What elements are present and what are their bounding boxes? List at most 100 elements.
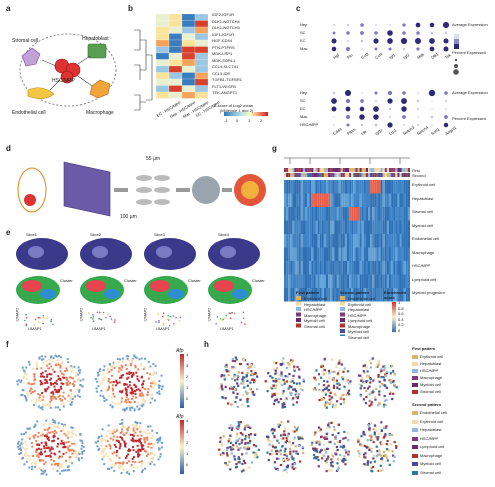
afp-spot	[62, 469, 65, 472]
enrichment-cell	[355, 274, 358, 288]
pattern-spot	[281, 406, 284, 409]
enrichment-cell	[292, 247, 295, 261]
pair-label: HGF-CD44	[212, 38, 233, 43]
afp-spot	[108, 378, 111, 381]
afp-spot	[55, 397, 58, 400]
pattern-spot	[390, 433, 394, 437]
afp-spot	[117, 403, 120, 406]
label-hepatoblast: Hepatoblast	[82, 36, 109, 42]
afp-spot	[77, 373, 80, 376]
first-track-cell	[405, 168, 408, 172]
afp-spot	[37, 393, 40, 396]
enrichment-cell	[330, 234, 333, 248]
enrichment-cell	[359, 274, 362, 288]
pattern-spot	[301, 388, 304, 392]
score-tick: 0.4	[398, 316, 404, 322]
pattern-spot	[339, 402, 342, 406]
pattern-spot	[227, 440, 230, 443]
pattern-spot	[337, 362, 340, 365]
enrichment-cell	[351, 247, 354, 261]
pattern-spot	[325, 406, 328, 409]
pattern-spot	[236, 378, 239, 381]
afp-spot	[42, 361, 45, 364]
pattern-spot	[294, 389, 298, 393]
afp-spot	[21, 438, 24, 441]
pattern-spot	[274, 372, 277, 375]
afp-spot	[48, 426, 51, 429]
panel-e	[14, 232, 268, 332]
second-track-cell	[368, 173, 371, 177]
afp-spot	[134, 390, 137, 393]
enrichment-cell	[405, 234, 408, 248]
pattern-spot	[346, 431, 349, 434]
pattern-spot	[321, 454, 324, 457]
pattern-spot	[272, 361, 276, 364]
afp-spot	[27, 394, 30, 397]
enrichment-cell	[332, 207, 335, 221]
pattern-spot	[281, 383, 284, 387]
pattern-spot	[366, 387, 370, 390]
afp-spot	[57, 427, 60, 430]
umap-point	[88, 312, 90, 314]
afp-spot	[59, 385, 62, 388]
afp-spot	[158, 390, 161, 393]
afp-spot	[33, 403, 36, 406]
enrichment-cell	[313, 180, 316, 194]
pattern-spot	[285, 380, 289, 383]
afp-spot	[138, 440, 141, 443]
afp-spot	[65, 376, 68, 379]
pair-label: MDK-LRP1	[212, 51, 233, 56]
afp-spot	[78, 371, 81, 374]
afp-spot	[42, 468, 45, 471]
afp-tick-top: 1	[186, 385, 189, 390]
afp-spot	[24, 455, 27, 458]
afp-spot	[71, 431, 74, 434]
pattern-spot	[290, 443, 293, 446]
enrichment-cell	[347, 207, 350, 221]
enrichment-cell	[399, 220, 402, 234]
afp-spot	[114, 463, 117, 466]
pattern-spot	[331, 460, 334, 464]
pattern-spot	[250, 461, 254, 464]
pattern-spot	[235, 439, 238, 442]
afp-spot	[124, 387, 127, 390]
afp-spot	[68, 458, 71, 461]
afp-spot	[21, 443, 24, 446]
afp-spot	[140, 442, 143, 445]
afp-spot	[133, 354, 136, 357]
afp-spot	[73, 384, 76, 387]
enrichment-cell	[286, 193, 289, 207]
enrichment-cell	[397, 193, 400, 207]
afp-spot	[140, 460, 143, 463]
afp-spot	[132, 392, 135, 395]
pattern-spot	[329, 461, 333, 465]
pattern-spot	[347, 389, 351, 392]
pattern-spot	[323, 448, 326, 451]
pattern-spot	[218, 448, 221, 451]
afp-spot	[62, 402, 65, 405]
pattern-spot	[284, 375, 287, 378]
cluster-legend-title: Cluster	[60, 278, 73, 283]
pattern-spot	[372, 441, 375, 444]
afp-spot	[100, 435, 103, 438]
afp-spot	[25, 397, 28, 400]
enrichment-cell	[300, 193, 303, 207]
pattern-spot	[335, 379, 338, 382]
afp-spot	[105, 434, 108, 437]
enrichment-cell	[357, 220, 360, 234]
afp-spot	[140, 434, 143, 437]
afp-spot	[57, 437, 60, 440]
dot	[374, 47, 378, 51]
enrichment-cell	[336, 247, 339, 261]
afp-spot	[117, 441, 120, 444]
afp-spot	[110, 374, 113, 377]
pair-label: PTN-PTPRS	[212, 44, 235, 50]
afp-spot	[63, 424, 66, 427]
enrichment-cell	[372, 274, 375, 288]
enrichment-cell	[344, 234, 347, 248]
pattern-spot	[246, 379, 249, 383]
heat-cell	[181, 33, 196, 41]
enrichment-cell	[405, 274, 408, 288]
dot	[375, 24, 377, 26]
enrichment-cell	[290, 220, 293, 234]
